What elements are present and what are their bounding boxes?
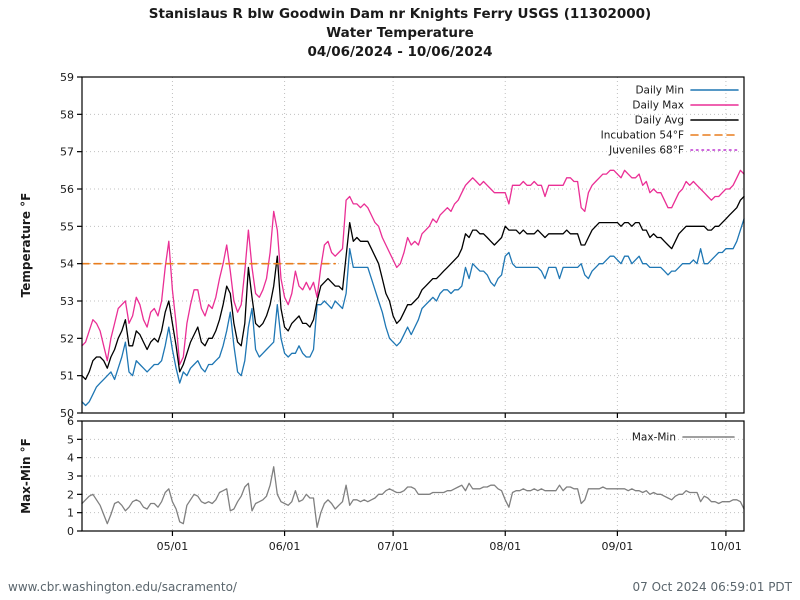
y-axis-label: Max-Min °F: [19, 438, 33, 514]
y-tick-label: 54: [60, 258, 74, 271]
max-min-line: [81, 466, 745, 528]
y-axis-label: Temperature °F: [19, 193, 33, 298]
main-chart: 50 51 52 53 54 55 56 57 58 59 Temperature °F Daily …: [19, 71, 745, 420]
legend-label: Daily Max: [632, 100, 684, 112]
y-tick-label: 55: [60, 220, 74, 233]
daily-avg-line: [81, 195, 745, 381]
daily-max-line: [81, 169, 745, 366]
legend-label: Max-Min: [632, 432, 676, 444]
legend: Daily Min Daily Max Daily Avg Incubation 54…: [601, 85, 739, 157]
legend-label: Incubation 54°F: [601, 130, 684, 142]
y-tick-label: 51: [60, 370, 74, 383]
x-tick-label: 07/01: [377, 540, 409, 553]
x-tick-label: 08/01: [489, 540, 521, 553]
chart-header: Stanislaus R blw Goodwin Dam nr Knights …: [0, 5, 800, 62]
y-tick-label: 53: [60, 295, 74, 308]
legend-label: Daily Avg: [635, 115, 684, 127]
y-tick-label: 1: [67, 507, 74, 520]
plot-frame: [81, 76, 745, 414]
y-tick-label: 56: [60, 183, 74, 196]
chart-title: Stanislaus R blw Goodwin Dam nr Knights …: [148, 6, 652, 22]
chart-date-range: 04/06/2024 - 10/06/2024: [307, 44, 493, 60]
footer-url: www.cbr.washington.edu/sacramento/: [8, 580, 237, 594]
chart-subtitle: Water Temperature: [326, 25, 474, 41]
legend-label: Juveniles 68°F: [608, 145, 684, 157]
x-tick-label: 06/01: [269, 540, 301, 553]
y-tick-label: 58: [60, 108, 74, 121]
y-tick-label: 6: [67, 415, 74, 428]
gridlines: [82, 77, 744, 413]
y-tick-label: 3: [67, 470, 74, 483]
y-tick-label: 0: [67, 525, 74, 538]
y-tick-label: 2: [67, 488, 74, 501]
maxmin-chart: 0 1 2 3 4 5 6 05/01 06/01 07/01 08/01 09/01 10/01 Max…: [19, 415, 745, 553]
x-tick-label: 10/01: [710, 540, 742, 553]
y-tick-label: 50: [60, 407, 74, 420]
y-tick-label: 59: [60, 71, 74, 84]
y-tick-label: 57: [60, 146, 74, 159]
daily-min-line: [81, 218, 745, 407]
legend: Max-Min: [632, 432, 735, 444]
x-tick-label: 05/01: [157, 540, 189, 553]
legend-label: Daily Min: [635, 85, 684, 97]
x-tick-label: 09/01: [602, 540, 634, 553]
y-tick-label: 5: [67, 433, 74, 446]
y-tick-label: 4: [67, 452, 74, 465]
y-tick-label: 52: [60, 332, 74, 345]
footer-timestamp: 07 Oct 2024 06:59:01 PDT: [632, 580, 792, 594]
